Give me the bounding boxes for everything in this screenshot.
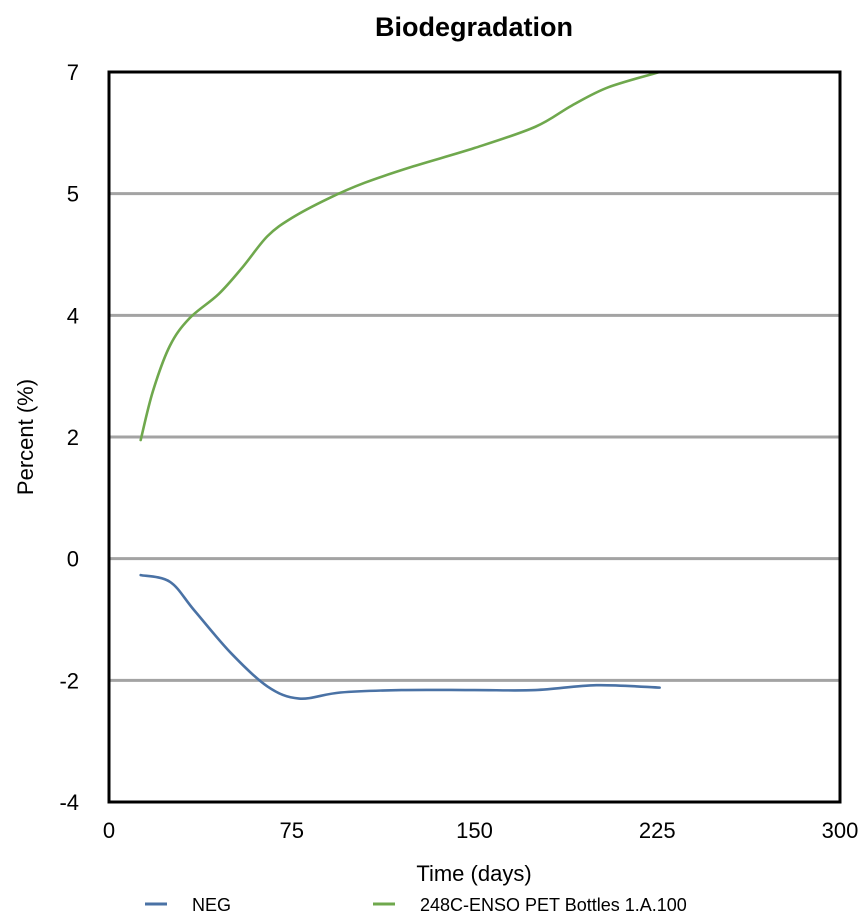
x-tick-label: 225 <box>639 818 676 843</box>
x-axis-label: Time (days) <box>416 861 531 886</box>
x-tick-label: 75 <box>280 818 304 843</box>
gridlines <box>109 192 840 682</box>
plot-frame <box>107 70 842 804</box>
series-layer <box>139 70 661 700</box>
legend-label: 248C-ENSO PET Bottles 1.A.100 <box>420 895 687 915</box>
x-tick-label: 0 <box>103 818 115 843</box>
y-axis-label: Percent (%) <box>13 379 38 495</box>
legend: NEG 248C-ENSO PET Bottles 1.A.100 <box>145 895 687 915</box>
legend-label: NEG <box>192 895 231 915</box>
y-tick-label: 5 <box>67 182 79 207</box>
y-tick-label: -2 <box>59 668 79 693</box>
x-axis-ticks: 0 75 150 225 300 <box>103 818 858 843</box>
series-line-1 <box>139 70 661 442</box>
x-tick-label: 150 <box>456 818 493 843</box>
y-tick-label: 4 <box>67 303 79 328</box>
y-tick-label: 2 <box>67 425 79 450</box>
y-axis-ticks: -4 -2 0 2 4 5 7 <box>59 60 79 815</box>
series-line-0 <box>139 573 661 700</box>
x-tick-label: 300 <box>822 818 859 843</box>
y-tick-label: 7 <box>67 60 79 85</box>
chart-title: Biodegradation <box>375 12 573 42</box>
y-tick-label: 0 <box>67 547 79 572</box>
y-tick-label: -4 <box>59 790 79 815</box>
